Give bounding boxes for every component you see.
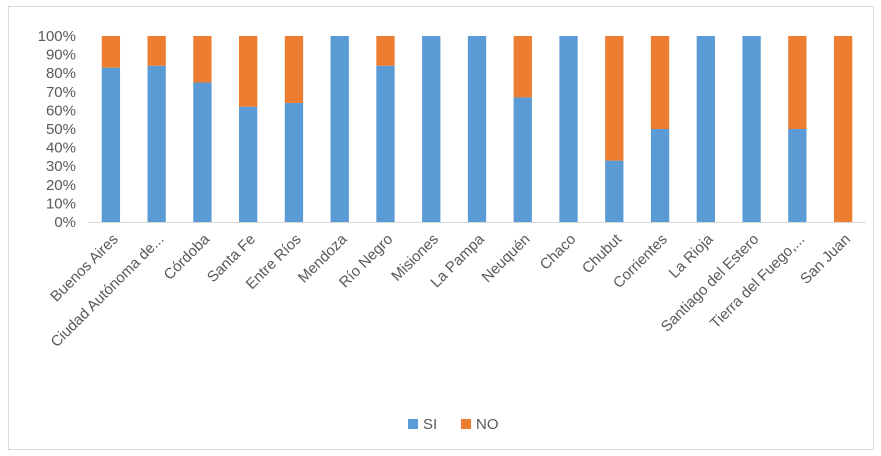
x-tick-label: Chaco [537,231,580,274]
bar-si-13 [696,36,715,222]
y-axis-ticks: 0% 10%20% 30%40% 50% 60%70% 80%90% 100% [38,28,76,231]
bar-no-16 [833,36,853,222]
bar-no-12 [650,36,670,129]
bar-no-15 [788,36,807,129]
bar-no-2 [193,36,212,83]
bar-si-6 [376,65,395,222]
bar-si-2 [193,82,212,222]
bar-si-15 [788,129,807,222]
y-tick-label: 70% [46,84,76,101]
bar-no-0 [101,36,121,68]
bar-si-11 [605,160,624,222]
y-tick-label: 100% [38,28,76,45]
bar-si-10 [559,36,578,222]
bar-no-4 [284,36,304,103]
bar-si-3 [239,106,258,222]
bar-no-11 [605,36,624,161]
bars [101,36,853,223]
bar-si-9 [513,97,532,222]
bar-no-1 [147,36,166,66]
legend-swatch-no [461,419,471,429]
bar-si-14 [742,36,761,222]
x-tick-label: Neuquén [479,231,534,286]
bar-no-6 [376,36,395,66]
bar-si-0 [101,67,121,223]
bar-no-3 [239,36,258,107]
legend-swatch-si [408,419,418,429]
y-tick-label: 60% [46,102,76,119]
bar-si-5 [330,36,349,222]
y-tick-label: 90% [46,47,76,64]
legend: SI NO [408,416,499,433]
bar-si-8 [467,36,487,222]
y-tick-label: 0% [54,214,76,231]
bar-si-7 [422,36,441,222]
y-tick-label: 10% [46,195,76,212]
x-tick-label: San Juan [797,231,854,288]
legend-label-no: NO [476,416,499,433]
y-tick-label: 40% [46,140,76,157]
bar-no-9 [513,36,532,98]
y-tick-label: 80% [46,65,76,82]
y-tick-label: 20% [46,177,76,194]
y-tick-label: 50% [46,121,76,138]
y-tick-label: 30% [46,158,76,175]
bar-si-4 [284,102,304,222]
bar-si-12 [650,129,670,222]
legend-label-si: SI [423,416,437,433]
bar-si-1 [147,65,166,222]
